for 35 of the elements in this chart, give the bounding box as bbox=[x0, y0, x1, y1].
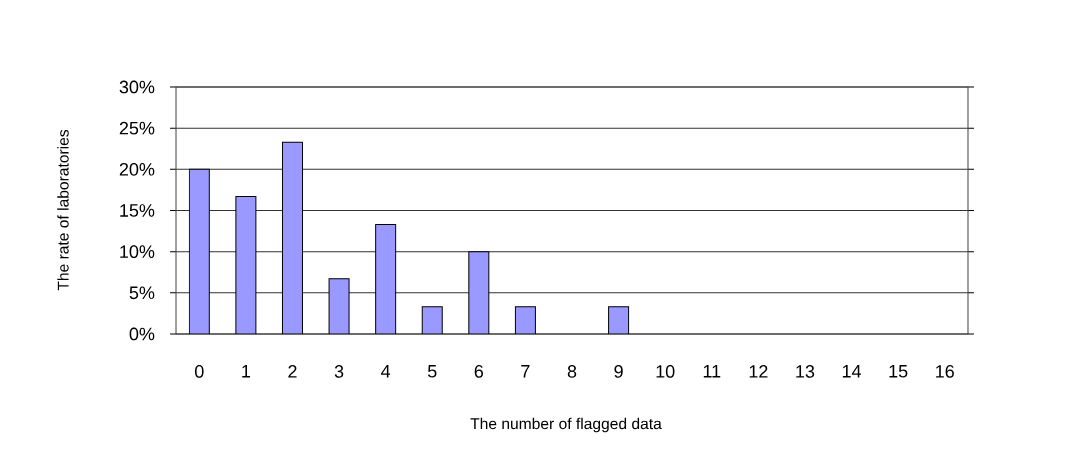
x-tick-label: 5 bbox=[427, 365, 437, 378]
y-tick-label: 20% bbox=[119, 162, 155, 176]
y-tick-label: 15% bbox=[120, 204, 155, 217]
bar bbox=[328, 278, 350, 334]
x-tick-label: 12 bbox=[749, 365, 768, 378]
x-tick-label: 1 bbox=[242, 365, 251, 378]
bar bbox=[281, 141, 303, 334]
x-tick-label: 8 bbox=[567, 365, 577, 378]
x-tick-label: 2 bbox=[288, 365, 297, 378]
x-tick-label: 14 bbox=[842, 365, 861, 378]
y-axis-title: The rate of laboratories bbox=[57, 129, 69, 291]
y-tick-label: 5% bbox=[129, 286, 155, 300]
bar bbox=[188, 168, 210, 334]
bar bbox=[514, 306, 536, 334]
x-tick-label: 4 bbox=[381, 365, 391, 378]
y-tick-label: 30% bbox=[119, 80, 155, 94]
bar bbox=[421, 306, 443, 334]
x-tick-label: 9 bbox=[614, 365, 623, 378]
bar bbox=[235, 195, 257, 334]
x-tick-label: 3 bbox=[334, 365, 344, 378]
bar bbox=[608, 306, 630, 334]
y-tick-label: 25% bbox=[119, 121, 155, 135]
y-tick-label: 10% bbox=[120, 245, 155, 259]
x-tick-label: 11 bbox=[703, 365, 721, 378]
x-tick-label: 15 bbox=[889, 365, 908, 378]
y-tick-label: 0% bbox=[129, 327, 155, 341]
x-tick-label: 7 bbox=[521, 365, 530, 378]
x-tick-label: 10 bbox=[656, 365, 675, 378]
x-tick-label: 6 bbox=[474, 365, 484, 378]
x-tick-label: 16 bbox=[936, 365, 954, 378]
x-tick-label: 13 bbox=[796, 365, 815, 378]
x-axis-title: The number of flagged data bbox=[470, 417, 662, 433]
bar bbox=[468, 251, 490, 334]
bar bbox=[375, 223, 397, 334]
x-tick-label: 0 bbox=[194, 365, 204, 378]
